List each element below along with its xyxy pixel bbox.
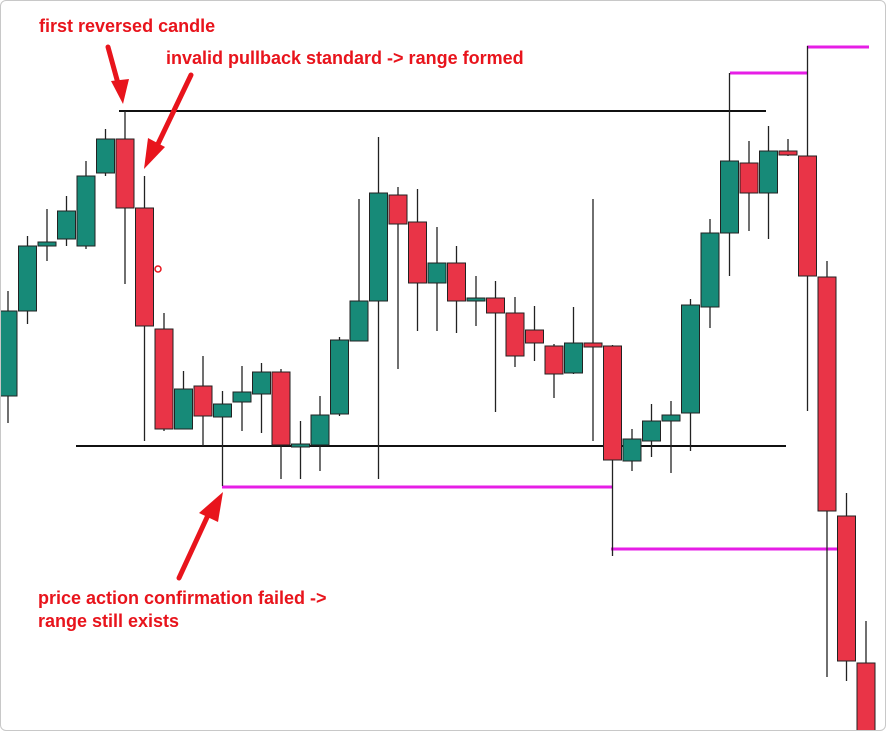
candle-body bbox=[700, 232, 720, 308]
candle-body bbox=[1, 310, 18, 397]
candle-body bbox=[564, 342, 583, 374]
candle-body bbox=[96, 138, 115, 174]
arrow-head bbox=[144, 138, 165, 169]
candle-body bbox=[642, 420, 661, 442]
candle-body bbox=[447, 262, 466, 302]
candle-body bbox=[856, 662, 876, 730]
annotation: invalid pullback standard -> range forme… bbox=[166, 48, 524, 68]
candle-body bbox=[291, 443, 310, 448]
candle-body bbox=[427, 262, 447, 284]
candle-body bbox=[739, 162, 759, 194]
candle-body bbox=[193, 385, 213, 417]
candle-body bbox=[720, 160, 739, 234]
candle-body bbox=[57, 210, 76, 240]
cursor-dot bbox=[154, 265, 162, 273]
annotation: first reversed candle bbox=[39, 16, 215, 36]
candle-body bbox=[154, 328, 174, 430]
candle-body bbox=[505, 312, 525, 357]
arrow-head bbox=[199, 492, 223, 522]
candle-body bbox=[115, 138, 135, 209]
candle-body bbox=[486, 297, 505, 314]
arrows bbox=[105, 44, 223, 581]
candle-body bbox=[349, 300, 369, 342]
arrow bbox=[154, 72, 194, 149]
candle-body bbox=[174, 388, 193, 430]
candle-body bbox=[759, 150, 778, 194]
candle-body bbox=[369, 192, 388, 302]
arrow bbox=[176, 510, 212, 581]
annotation: range still exists bbox=[38, 611, 179, 631]
candle-body bbox=[37, 241, 57, 247]
candle-body bbox=[798, 155, 817, 277]
candle-body bbox=[583, 342, 603, 348]
candle-body bbox=[778, 150, 798, 156]
candle-body bbox=[232, 391, 252, 403]
candle-body bbox=[271, 371, 291, 446]
candle-body bbox=[603, 345, 622, 461]
levels bbox=[76, 45, 869, 551]
candles bbox=[1, 46, 876, 730]
candle-body bbox=[681, 304, 700, 414]
candle-body bbox=[330, 339, 349, 415]
candle-body bbox=[76, 175, 96, 247]
arrow-head bbox=[111, 79, 129, 104]
candle-body bbox=[544, 345, 564, 375]
candle-body bbox=[622, 438, 642, 462]
annotation: price action confirmation failed -> bbox=[38, 588, 327, 608]
candle-body bbox=[466, 297, 486, 302]
candle-body bbox=[661, 414, 681, 422]
candle-body bbox=[252, 371, 271, 395]
candle-body bbox=[213, 403, 232, 418]
candle-body bbox=[817, 276, 837, 512]
candle-body bbox=[18, 245, 37, 312]
candle-body bbox=[388, 194, 408, 225]
candle-body bbox=[310, 414, 330, 446]
candle-body bbox=[408, 221, 427, 284]
candle-body bbox=[135, 207, 154, 327]
candle-body bbox=[525, 329, 544, 344]
candle-body bbox=[837, 515, 856, 662]
